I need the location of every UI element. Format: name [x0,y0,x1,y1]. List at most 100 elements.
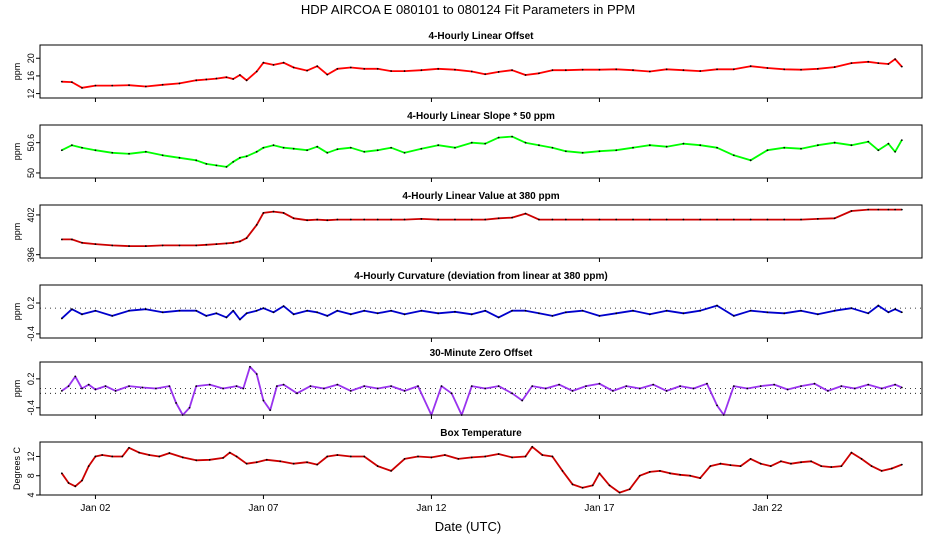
data-point [618,491,621,494]
data-point [282,212,285,214]
data-point [766,149,769,152]
data-point [336,148,339,151]
data-point [484,387,487,390]
data-point [94,149,97,152]
data-point [390,309,393,312]
data-point [470,385,473,387]
data-point [538,72,540,75]
data-point [316,311,319,314]
data-point [363,385,366,387]
data-point [716,404,718,407]
panel-1: 4-Hourly Linear Offset 12 16 20 ppm [12,31,923,102]
data-point [272,210,275,213]
data-point [665,218,668,221]
data-point [87,465,90,467]
data-point [732,68,735,71]
data-point [349,390,352,392]
data-point [161,83,164,86]
data-point [292,147,295,150]
data-point [60,317,63,320]
data-point [524,455,527,458]
data-point [228,451,231,454]
data-point [316,145,319,148]
panel-title: 4-Hourly Linear Value at 380 ppm [402,191,559,202]
data-point [205,162,208,165]
data-point [255,150,258,153]
data-point [615,149,618,152]
data-point [749,65,752,68]
data-point [551,455,554,458]
y-tick-label: 16 [26,71,36,81]
data-point [205,78,208,81]
data-point [850,144,853,147]
data-point [783,312,786,315]
data-point [239,74,241,76]
data-point [181,456,184,459]
data-point [81,387,83,390]
data-point [94,388,97,391]
data-point [497,316,500,319]
data-point [877,208,880,211]
data-point [81,146,83,149]
data-point [900,139,903,142]
data-point [598,68,601,71]
data-point [81,86,83,89]
data-point [363,67,366,70]
data-point [104,385,107,387]
data-point [349,146,352,149]
data-point [138,451,141,454]
data-point [309,385,312,387]
data-point [894,150,897,153]
series-line [61,365,903,416]
data-point [158,455,161,458]
data-point [783,218,786,221]
data-point [232,309,235,312]
data-point [282,383,285,386]
data-point [128,84,130,87]
panel-5: 30-Minute Zero Offset -0.4 0.2 ppm [12,348,923,419]
data-point [292,217,295,220]
data-point [531,385,534,387]
data-point [60,238,63,241]
data-point [800,309,802,312]
data-point [484,218,487,221]
data-point [877,62,880,65]
y-tick-label: 396 [26,247,36,262]
data-point [306,149,309,152]
data-point [524,74,527,76]
data-point [900,463,903,466]
data-point [524,141,527,144]
data-point [255,373,258,375]
data-point [349,455,352,458]
data-point [94,455,97,458]
data-point [511,392,513,395]
data-point [729,464,732,467]
data-point [349,66,352,69]
y-tick-label: 4 [26,492,36,497]
data-point [71,144,73,147]
data-point [272,144,275,147]
data-point [390,470,393,472]
y-tick-label: 50.6 [26,134,36,152]
data-point [121,455,124,458]
data-point [430,456,433,459]
data-point [769,465,772,467]
data-point [275,385,278,387]
data-point [215,77,218,80]
data-point [262,146,265,149]
data-point [403,218,406,221]
data-point [195,309,198,312]
data-point [403,313,406,316]
data-point [853,387,856,390]
series-line [61,445,903,494]
data-point [900,386,903,389]
data-point [349,218,352,221]
data-point [292,66,295,69]
y-tick-label: -0.4 [26,326,36,342]
y-tick-label: 0.2 [26,373,36,386]
data-point [773,383,776,386]
data-point [833,66,836,68]
x-axis-label: Date (UTC) [435,519,501,534]
data-point [679,473,681,476]
y-tick-label: 12 [26,89,36,99]
